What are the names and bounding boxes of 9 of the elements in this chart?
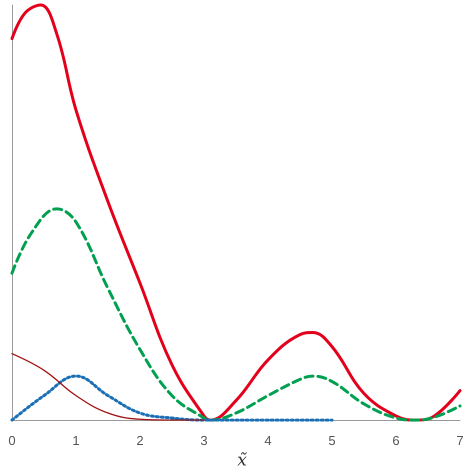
- x-tick-label: 0: [8, 433, 16, 448]
- x-tick-label: 4: [264, 433, 272, 448]
- x-tick-label: 3: [200, 433, 208, 448]
- x-axis-title: x̃: [237, 450, 248, 470]
- x-tick-label: 7: [456, 433, 464, 448]
- x-tick-label: 5: [328, 433, 336, 448]
- x-tick-label: 6: [392, 433, 400, 448]
- x-tick-label: 2: [136, 433, 144, 448]
- x-tick-label: 1: [72, 433, 80, 448]
